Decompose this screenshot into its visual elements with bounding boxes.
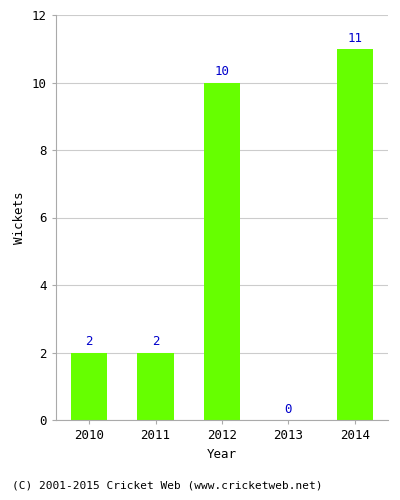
X-axis label: Year: Year bbox=[207, 448, 237, 460]
Text: 0: 0 bbox=[285, 403, 292, 416]
Bar bbox=[71, 352, 108, 420]
Text: 10: 10 bbox=[214, 66, 230, 78]
Text: 2: 2 bbox=[152, 336, 159, 348]
Bar bbox=[204, 82, 240, 420]
Text: 11: 11 bbox=[347, 32, 362, 44]
Bar bbox=[137, 352, 174, 420]
Text: 2: 2 bbox=[86, 336, 93, 348]
Bar bbox=[336, 49, 373, 420]
Y-axis label: Wickets: Wickets bbox=[14, 191, 26, 244]
Text: (C) 2001-2015 Cricket Web (www.cricketweb.net): (C) 2001-2015 Cricket Web (www.cricketwe… bbox=[12, 480, 322, 490]
